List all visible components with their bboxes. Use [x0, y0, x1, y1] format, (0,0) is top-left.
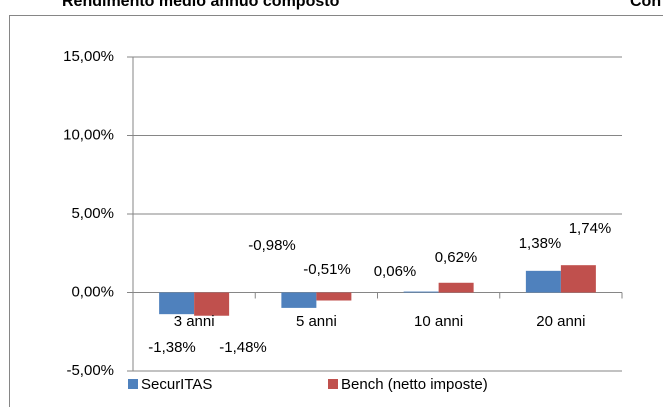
legend-label: Bench (netto imposte): [341, 376, 488, 393]
bar: [159, 292, 195, 315]
y-tick-label: 15,00%: [63, 48, 114, 65]
data-label: -1,38%: [148, 339, 196, 356]
y-tick-label: 10,00%: [63, 126, 114, 143]
legend-swatch: [128, 379, 138, 389]
bar: [525, 270, 561, 293]
data-label: 0,62%: [435, 249, 478, 266]
x-tick-label: 10 anni: [414, 313, 463, 330]
chart-title: Rendimento medio annuo composto: [62, 0, 340, 10]
bar: [438, 282, 474, 293]
data-label: 1,38%: [519, 235, 562, 252]
legend-swatch: [328, 379, 338, 389]
data-label: -0,51%: [303, 261, 351, 278]
bar: [281, 292, 317, 308]
x-tick-label: 3 anni: [174, 313, 215, 330]
bar: [403, 291, 439, 293]
chart-border: [9, 15, 663, 407]
bar: [194, 292, 230, 316]
y-tick-label: 5,00%: [71, 205, 114, 222]
bar: [316, 292, 352, 301]
bar: [560, 265, 596, 293]
x-tick-label: 20 anni: [536, 313, 585, 330]
data-label: 0,06%: [374, 263, 417, 280]
y-tick-label: -5,00%: [66, 362, 114, 379]
data-label: 1,74%: [569, 220, 612, 237]
data-label: -0,98%: [248, 237, 296, 254]
data-label: -1,48%: [219, 339, 267, 356]
y-tick-label: 0,00%: [71, 283, 114, 300]
x-tick-label: 5 anni: [296, 313, 337, 330]
chart-title-2: Con: [630, 0, 661, 10]
legend-label: SecurITAS: [141, 376, 212, 393]
